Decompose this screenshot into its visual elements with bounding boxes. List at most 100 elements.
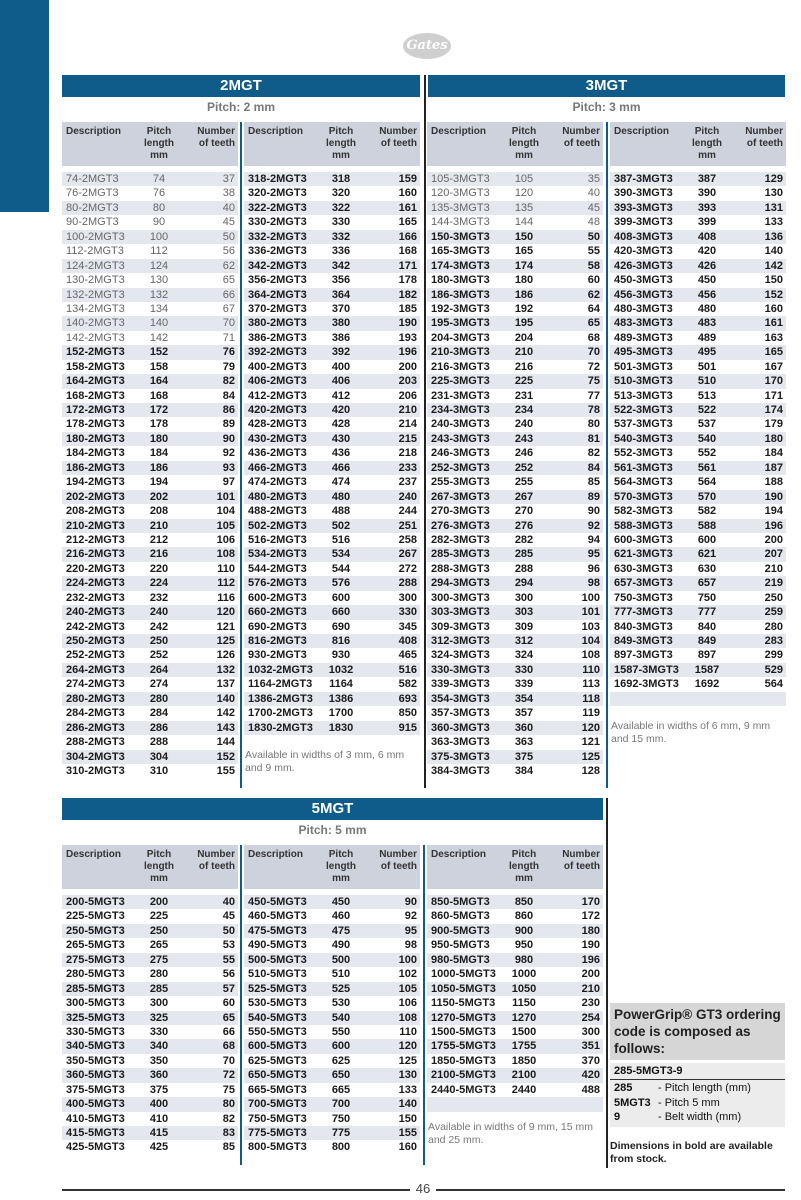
table-row: 980-5MGT3 980 196 [427,952,603,968]
table-row: 350-5MGT3 350 70 [62,1054,238,1068]
cell-teeth: 98 [404,939,417,952]
cell-teeth: 240 [398,490,417,503]
table-row: 132-2MGT3 132 66 [62,287,238,302]
cell-pitch-length: 849 [697,635,717,647]
cell-description: 168-2MGT3 [66,389,125,402]
cell-teeth: 102 [398,968,417,981]
cell-teeth: 92 [222,447,235,460]
table-row: 184-2MGT3 184 92 [62,446,238,460]
cell-teeth: 196 [764,519,783,532]
cell-pitch-length: 410 [149,1112,169,1125]
table-row: 900-5MGT3 900 180 [427,923,603,939]
cell-pitch-length: 192 [514,302,534,315]
cell-description: 76-2MGT3 [66,187,119,200]
cell-teeth: 85 [222,1141,235,1154]
cell-description: 280-5MGT3 [66,968,125,981]
table-row: 164-2MGT3 164 82 [62,374,238,389]
cell-teeth: 254 [581,1011,600,1024]
table-row: 665-5MGT3 665 133 [244,1083,420,1097]
table-row: 408-3MGT3 408 136 [610,229,786,245]
cell-pitch-length: 309 [514,620,534,633]
cell-pitch-length: 112 [150,245,168,258]
column-header-row: Description Pitch length mm Number of teet… [610,122,786,166]
cell-description: 354-3MGT3 [431,692,490,705]
cell-pitch-length: 225 [149,910,169,923]
cell-pitch-length: 267 [514,490,534,503]
table-row: 495-3MGT3 495 165 [610,345,786,360]
cell-pitch-length: 240 [514,418,534,431]
table-row: 849-3MGT3 849 283 [610,634,786,649]
table-row: 600-5MGT3 600 120 [244,1039,420,1054]
table-row: 158-2MGT3 158 79 [62,360,238,374]
table-row: 777-3MGT3 777 259 [610,605,786,620]
ordering-item-meaning: - Pitch 5 mm [658,1096,720,1109]
table-row: 340-5MGT3 340 68 [62,1039,238,1054]
cell-teeth: 60 [222,997,235,1010]
cell-pitch-length: 386 [331,331,351,344]
cell-pitch-length: 530 [331,997,351,1010]
cell-pitch-length: 390 [697,187,717,200]
cell-teeth: 93 [222,461,235,474]
cell-description: 164-2MGT3 [66,375,125,388]
cell-pitch-length: 195 [514,317,534,330]
table-row: 294-3MGT3 294 98 [427,576,603,591]
cell-teeth: 38 [222,187,235,200]
table-row: 357-3MGT3 357 119 [427,706,603,720]
cell-teeth: 160 [398,187,417,200]
cell-description: 510-5MGT3 [248,968,307,981]
cell-teeth: 250 [764,591,783,604]
cell-teeth: 150 [764,274,783,287]
cell-pitch-length: 330 [149,1025,169,1038]
table-row: 280-5MGT3 280 56 [62,967,238,981]
cell-description: 775-5MGT3 [248,1127,307,1139]
cell-teeth: 300 [398,591,417,604]
cell-description: 186-3MGT3 [431,288,490,301]
cell-description: 172-2MGT3 [66,404,125,416]
table-row: 216-2MGT3 216 108 [62,547,238,562]
cell-teeth: 207 [764,548,783,561]
cell-teeth: 40 [222,896,235,908]
cell-teeth: 190 [764,490,783,503]
table-row: 1700-2MGT3 1700 850 [244,706,420,720]
cell-pitch-length: 480 [331,490,351,503]
table-row: 243-3MGT3 243 81 [427,431,603,447]
cell-description: 410-5MGT3 [66,1112,125,1125]
cell-pitch-length: 232 [149,591,169,604]
cell-description: 657-3MGT3 [614,577,673,590]
cell-description: 700-5MGT3 [248,1098,307,1111]
cell-teeth: 40 [587,187,600,200]
cell-pitch-length: 208 [149,505,169,518]
cell-pitch-length: 540 [697,432,717,445]
cell-pitch-length: 300 [514,591,534,604]
table-row: 474-2MGT3 474 237 [244,475,420,489]
cell-description: 300-5MGT3 [66,997,125,1010]
table-row: 1150-5MGT3 1150 230 [427,996,603,1010]
cell-teeth: 564 [764,678,783,691]
cell-description: 480-2MGT3 [248,490,307,503]
header-pitch-length: Pitch length mm [144,126,174,161]
ordering-item-meaning: - Pitch length (mm) [658,1082,751,1094]
cell-description: 1587-3MGT3 [614,663,679,676]
cell-description: 897-3MGT3 [614,649,673,662]
table-row: 540-3MGT3 540 180 [610,431,786,447]
cell-pitch-length: 502 [331,519,351,532]
cell-pitch-length: 252 [149,649,169,662]
cell-teeth: 126 [216,649,235,662]
cell-pitch-length: 1587 [694,663,720,676]
widths-note-3mgt: Available in widths of 6 mm, 9 mm and 15… [611,720,771,745]
cell-pitch-length: 399 [697,216,717,229]
cell-teeth: 105 [216,519,235,532]
cell-teeth: 79 [222,360,235,373]
cell-description: 186-2MGT3 [66,461,125,474]
cell-description: 621-3MGT3 [614,548,673,561]
cell-pitch-length: 142 [149,331,169,344]
cell-teeth: 86 [222,404,235,416]
cell-description: 357-3MGT3 [431,707,490,720]
table-row: 364-2MGT3 364 182 [244,287,420,302]
table-row: 178-2MGT3 178 89 [62,417,238,431]
header-pitch-length: Pitch length mm [326,126,356,161]
cell-pitch-length: 200 [149,896,169,908]
cell-teeth: 258 [398,533,417,546]
table-row: 450-3MGT3 450 150 [610,273,786,287]
table-row: 513-3MGT3 513 171 [610,389,786,403]
